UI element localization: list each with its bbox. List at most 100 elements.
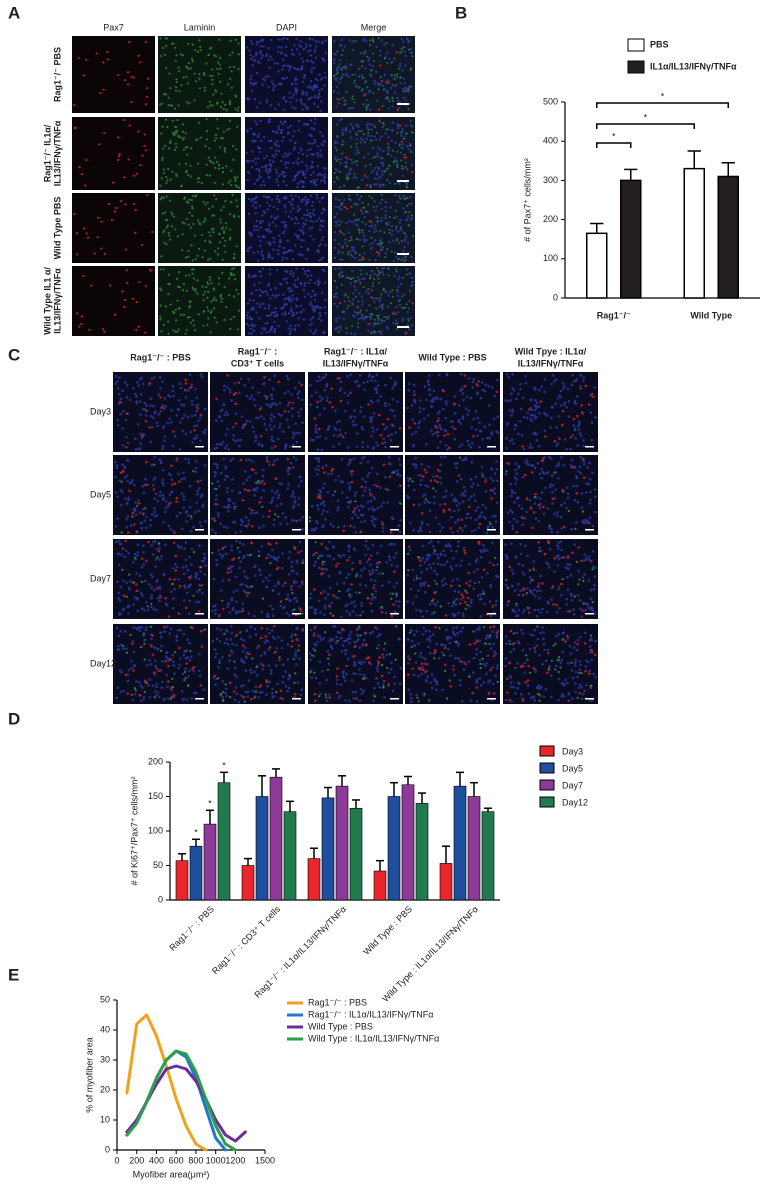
cell [373, 80, 375, 82]
cell [591, 422, 594, 425]
cell [129, 482, 132, 485]
cell [532, 593, 535, 596]
cell [329, 555, 332, 558]
cell [338, 81, 340, 83]
cell [294, 328, 296, 330]
cell [385, 222, 387, 224]
cell [176, 130, 178, 132]
cell [434, 431, 437, 434]
cell [391, 225, 393, 227]
cell [273, 241, 275, 243]
cell [235, 148, 237, 150]
cell [204, 429, 207, 432]
cell [415, 466, 418, 469]
cell [289, 325, 291, 327]
cell [197, 181, 199, 183]
cell [315, 427, 318, 430]
cell [234, 402, 237, 405]
cell [380, 293, 382, 295]
cell [163, 324, 165, 326]
cell [234, 382, 237, 385]
cell [376, 153, 378, 155]
cell [253, 284, 255, 286]
cell [581, 520, 584, 523]
cell [464, 601, 467, 604]
cell [278, 253, 280, 255]
cell [457, 509, 460, 512]
cell [196, 480, 199, 483]
cell [306, 214, 308, 216]
cell [172, 607, 175, 610]
cell [362, 103, 364, 105]
cell [594, 575, 597, 578]
cell [312, 221, 314, 223]
cell [255, 162, 257, 164]
cell [373, 324, 375, 326]
cell [351, 162, 353, 164]
cell [262, 303, 264, 305]
cell [334, 303, 336, 305]
cell [268, 254, 270, 256]
cell [380, 330, 382, 332]
cell [180, 53, 182, 55]
cell [171, 491, 174, 494]
cell [361, 212, 363, 214]
cell [363, 382, 366, 385]
cell [229, 120, 231, 122]
cell [139, 164, 141, 166]
cell [216, 321, 218, 323]
cell [337, 562, 340, 565]
cell [397, 311, 399, 313]
cell [550, 531, 553, 534]
cell [165, 119, 167, 121]
cell [542, 506, 545, 509]
cell [322, 524, 325, 527]
cell [343, 530, 346, 533]
cell [338, 590, 340, 592]
cell [165, 507, 168, 510]
cell [238, 491, 241, 494]
cell [310, 195, 312, 197]
cell [432, 562, 435, 565]
cell [362, 231, 364, 233]
cell [135, 448, 138, 451]
cell [456, 504, 459, 507]
cell [278, 482, 281, 485]
cell [363, 238, 365, 240]
cell [402, 318, 404, 320]
cell [354, 257, 356, 259]
cell [558, 585, 561, 588]
cell [292, 466, 295, 469]
cell [347, 76, 349, 78]
cell [317, 557, 319, 559]
cell [393, 556, 396, 559]
cell [455, 500, 458, 503]
cell [409, 145, 411, 147]
cell [85, 232, 87, 234]
cell [396, 328, 398, 330]
cell [309, 235, 311, 237]
cell [241, 602, 244, 605]
cell [302, 268, 304, 270]
cell [235, 108, 237, 110]
cell [297, 222, 299, 224]
cell [399, 65, 401, 67]
cell [250, 468, 253, 471]
cell [214, 140, 216, 142]
cell [317, 106, 319, 108]
cell [361, 75, 363, 77]
cell [396, 289, 398, 291]
cell [108, 203, 110, 205]
cell [262, 291, 264, 293]
cell [360, 602, 363, 605]
cell [315, 457, 318, 460]
cell [419, 399, 422, 402]
cell [162, 494, 165, 497]
cell [391, 289, 393, 291]
cell [201, 234, 203, 236]
cell [182, 430, 185, 433]
cell [172, 395, 175, 398]
cell [367, 103, 369, 105]
cell [268, 75, 270, 77]
cell [144, 478, 147, 481]
